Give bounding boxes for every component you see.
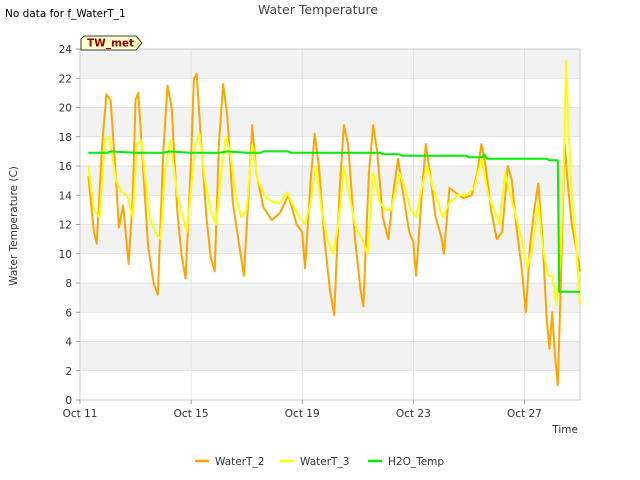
y-tick-label: 22 [59,73,72,85]
legend: WaterT_2 WaterT_3 H2O_Temp [195,456,444,468]
x-tick-label: Oct 19 [285,408,320,420]
plot-band [80,312,580,342]
plot-band [80,370,580,400]
series-line-watert-3 [87,59,581,306]
x-tick-label: Oct 11 [63,408,98,420]
station-badge-label: TW_met [87,38,134,50]
y-tick-label: 6 [65,307,72,319]
station-badge: TW_met [80,35,143,51]
no-data-note: No data for f_WaterT_1 [5,8,126,20]
chart-title: Water Temperature [258,2,378,17]
y-tick-label: 10 [59,249,72,261]
x-tick-label: Oct 23 [396,408,431,420]
y-axis-label: Water Temperature (C) [8,166,20,286]
plot-band [80,49,580,79]
plot-band [80,136,580,166]
y-tick-label: 16 [59,161,73,173]
y-tick-label: 8 [65,278,72,290]
series-line-h2o-temp [88,150,580,293]
gridlines [79,48,580,401]
x-tick-label: Oct 15 [174,408,209,420]
y-tick-label: 4 [65,337,72,349]
legend-label: H2O_Temp [388,456,444,468]
y-tick-label: 24 [59,44,73,56]
x-tick-label: Oct 27 [507,408,542,420]
legend-label: WaterT_2 [215,456,264,468]
plot-band [80,341,580,371]
y-tick-label: 2 [65,366,72,378]
x-axis-label: Time [551,424,578,436]
series-layer [87,59,581,387]
x-axis-ticks: Oct 11 Oct 15 Oct 19 Oct 23 Oct 27 [63,400,542,420]
y-tick-label: 20 [59,103,72,115]
y-tick-label: 14 [59,190,73,202]
y-tick-label: 12 [59,220,72,232]
y-tick-label: 0 [65,395,72,407]
plot-band [80,107,580,137]
legend-label: WaterT_3 [300,456,349,468]
plot-band [80,253,580,283]
plot-band [80,224,580,254]
plot-band [80,78,580,108]
y-tick-label: 18 [59,132,72,144]
